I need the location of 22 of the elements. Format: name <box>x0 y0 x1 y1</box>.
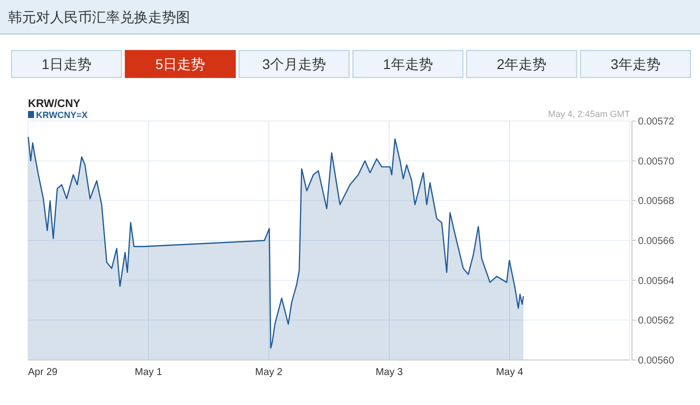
text: 1年走势 <box>383 56 433 72</box>
y-tick-label: 0.00572 <box>638 116 675 128</box>
text: Apr 29 <box>28 367 58 378</box>
text: 3个月走势 <box>262 56 326 72</box>
text: May 4, 2:45am GMT <box>548 109 630 119</box>
y-tick-label: 0.00570 <box>638 156 675 168</box>
y-tick-label: 0.00568 <box>638 196 675 208</box>
y-tick-label: 0.00562 <box>638 316 675 327</box>
y-tick-label: 0.00566 <box>638 236 675 247</box>
chart-title: KRW/CNY <box>28 98 82 110</box>
text: 韩元对人民币汇率兑换走势图 <box>8 9 190 25</box>
x-tick-label: May 3 <box>376 367 404 378</box>
text: 1日走势 <box>42 56 92 72</box>
y-tick-label: 0.00564 <box>638 276 675 287</box>
legend-label: KRWCNY=X <box>36 110 88 120</box>
text: 3年走势 <box>610 56 660 72</box>
x-tick-label: May 1 <box>134 367 162 378</box>
text: 5日走势 <box>155 56 206 72</box>
x-tick-label: May 2 <box>255 367 283 378</box>
text: 2年走势 <box>496 56 547 72</box>
y-tick-label: 0.00560 <box>638 356 675 366</box>
x-tick-label: May 4 <box>496 367 524 378</box>
